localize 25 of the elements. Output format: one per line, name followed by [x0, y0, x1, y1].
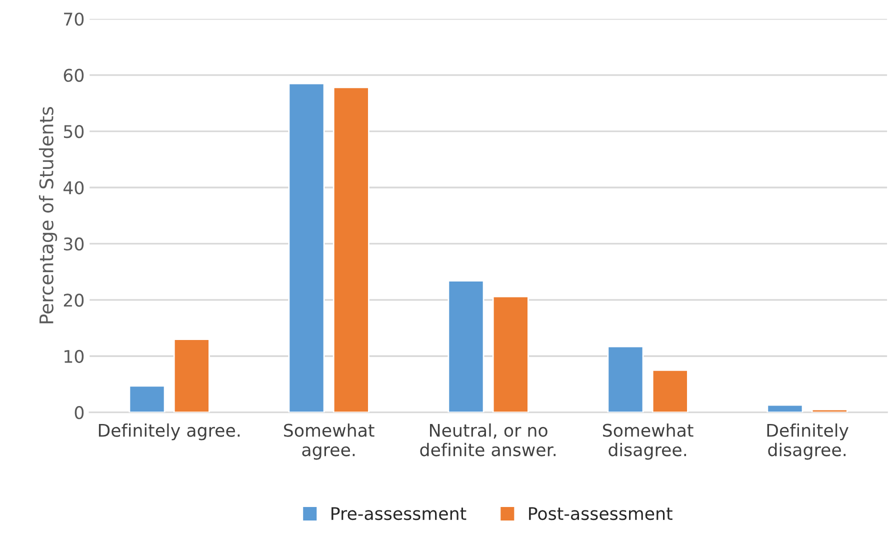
bar	[128, 385, 166, 412]
bar	[448, 280, 484, 412]
legend-label: Pre-assessment	[332, 507, 466, 520]
y-tick-label: 0	[74, 406, 84, 420]
y-tick-label: 60	[64, 68, 84, 82]
bar	[492, 296, 529, 412]
x-tick-label: Definitely agree.	[98, 423, 240, 440]
bar	[607, 346, 644, 412]
y-tick-label: 50	[64, 124, 84, 138]
bar	[766, 404, 804, 412]
x-tick-label: Neutral, or no definite answer.	[420, 423, 556, 456]
y-tick-label: 40	[63, 181, 84, 194]
x-tick-label: Somewhat disagree.	[603, 423, 694, 460]
y-tick-label: 10	[64, 350, 84, 363]
y-axis-title: Percentage of Students	[38, 107, 58, 324]
bar	[173, 338, 210, 412]
y-tick-label: 20	[64, 294, 84, 307]
bar	[332, 86, 370, 412]
x-tick-label: Definitely disagree.	[767, 423, 848, 460]
bar	[652, 369, 688, 412]
bar	[288, 82, 325, 412]
legend-label: Post-assessment	[529, 507, 672, 520]
x-tick-label: Somewhat agree.	[284, 423, 374, 460]
y-tick-label: 70	[64, 12, 84, 26]
y-tick-label: 30	[64, 237, 84, 251]
